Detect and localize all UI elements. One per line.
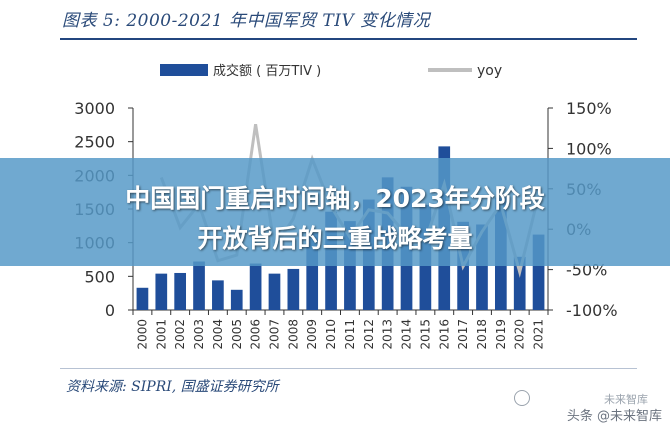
category-label: 2008: [286, 319, 300, 350]
bar: [476, 224, 488, 310]
watermark-top: 未来智库: [604, 393, 648, 406]
category-label: 2002: [173, 319, 187, 350]
left-tick-label: 2500: [74, 133, 115, 152]
category-label: 2020: [513, 319, 527, 350]
category-label: 2006: [249, 319, 263, 350]
bar: [532, 234, 545, 310]
bar: [306, 233, 319, 310]
title-rule: [60, 38, 637, 40]
bar: [249, 263, 262, 310]
legend-bar-label: 成交额 ( 百万TIV ): [213, 63, 321, 79]
right-tick-label: 100%: [566, 139, 612, 158]
category-label: 2017: [456, 319, 470, 350]
bar: [230, 289, 243, 310]
category-label: 2019: [494, 319, 508, 350]
category-label: 2000: [135, 319, 149, 350]
left-tick-label: 0: [105, 301, 115, 320]
category-label: 2004: [211, 319, 225, 350]
category-label: 2010: [324, 319, 338, 350]
bar: [287, 268, 300, 310]
bar: [155, 273, 168, 310]
bar: [212, 280, 224, 310]
bar: [136, 287, 149, 310]
bar: [513, 256, 526, 310]
legend-bar-swatch: [160, 64, 208, 76]
category-label: 2013: [381, 319, 395, 350]
figure-source: 资料来源: SIPRI, 国盛证券研究所: [66, 379, 279, 395]
category-labels: 2000 2001 2002 2003 2004 2005 2006 2007 2008 2009…: [135, 319, 545, 350]
banner-headline-line-1: 中国国门重启时间轴，2023年分阶段: [125, 184, 545, 213]
right-tick-label: 150%: [566, 99, 612, 118]
category-label: 2011: [343, 319, 357, 350]
bar: [174, 272, 187, 310]
category-label: 2021: [532, 319, 546, 350]
category-label: 2014: [400, 319, 414, 350]
category-label: 2005: [230, 319, 244, 350]
category-label: 2016: [437, 319, 451, 350]
overlay-banner: [0, 158, 670, 266]
banner-headline-line-2: 开放背后的三重战略考量: [197, 224, 473, 253]
category-label: 2007: [267, 319, 281, 350]
category-label: 2015: [418, 319, 432, 350]
watermark-bottom: 头条 @未来智库: [566, 409, 662, 424]
left-tick-label: 500: [84, 267, 115, 286]
bar: [268, 273, 281, 310]
bar: [193, 261, 205, 310]
category-label: 2012: [362, 319, 376, 350]
watermark-logo-icon: [514, 390, 530, 406]
figure-title: 图表 5: 2000-2021 年中国军贸 TIV 变化情况: [62, 11, 431, 31]
source-rule: [60, 368, 637, 369]
category-label: 2018: [475, 319, 489, 350]
category-label: 2001: [154, 319, 168, 350]
legend-line-label: yoy: [477, 63, 502, 79]
left-tick-label: 3000: [74, 99, 115, 118]
right-tick-label: -100%: [566, 301, 618, 320]
category-label: 2009: [305, 319, 319, 350]
category-label: 2003: [192, 319, 206, 350]
legend: 成交额 ( 百万TIV ) yoy: [160, 63, 502, 79]
